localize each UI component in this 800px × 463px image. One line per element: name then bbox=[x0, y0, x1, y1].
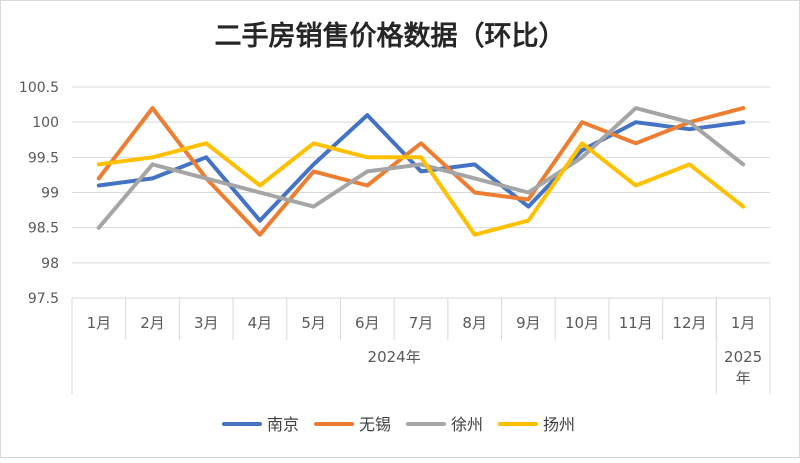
x-tick-label: 8月 bbox=[462, 314, 487, 332]
y-tick-label: 99.5 bbox=[28, 150, 59, 166]
x-tick-label: 6月 bbox=[355, 314, 380, 332]
x-tick-label: 4月 bbox=[248, 314, 273, 332]
x-tick-label: 2月 bbox=[140, 314, 165, 332]
legend-label: 徐州 bbox=[451, 415, 483, 434]
x-tick-label: 12月 bbox=[672, 314, 706, 332]
y-axis: 97.5 98 98.5 99 99.5 100 100.5 bbox=[19, 80, 59, 307]
legend-item: 扬州 bbox=[498, 415, 575, 434]
x-tick-label: 3月 bbox=[194, 314, 219, 332]
x-tick-label: 1月 bbox=[731, 314, 756, 332]
legend-item: 南京 bbox=[222, 415, 299, 434]
x-group-label: 2025 年 bbox=[724, 348, 762, 387]
legend: 南京 无锡 徐州 扬州 bbox=[222, 415, 575, 434]
legend-label: 无锡 bbox=[359, 415, 391, 434]
series-lines bbox=[96, 106, 746, 237]
x-tick-label: 5月 bbox=[301, 314, 326, 332]
legend-label: 南京 bbox=[267, 415, 299, 434]
y-tick-label: 100.5 bbox=[19, 80, 59, 96]
x-axis: 1月 2月 3月 4月 5月 6月 7月 8月 9月 10月 11月 12月 1月 2024年 2025 年 bbox=[71, 298, 771, 394]
chart-title: 二手房销售价格数据（环比） bbox=[215, 20, 566, 52]
y-tick-label: 97.5 bbox=[28, 291, 59, 307]
legend-item: 无锡 bbox=[314, 415, 391, 434]
x-tick-label: 7月 bbox=[409, 314, 434, 332]
y-tick-label: 98 bbox=[41, 256, 59, 272]
y-tick-label: 100 bbox=[32, 115, 59, 131]
series-line-1 bbox=[96, 113, 746, 223]
x-tick-label: 10月 bbox=[565, 314, 599, 332]
x-group-label: 2024年 bbox=[368, 348, 421, 366]
x-tick-label: 1月 bbox=[87, 314, 112, 332]
series-line-3 bbox=[96, 106, 746, 230]
legend-label: 扬州 bbox=[543, 415, 575, 434]
legend-item: 徐州 bbox=[406, 415, 483, 434]
y-tick-label: 99 bbox=[41, 186, 59, 202]
x-tick-label: 11月 bbox=[619, 314, 653, 332]
x-tick-label: 9月 bbox=[516, 314, 541, 332]
series-line-4 bbox=[96, 141, 746, 237]
y-tick-label: 98.5 bbox=[28, 221, 59, 237]
